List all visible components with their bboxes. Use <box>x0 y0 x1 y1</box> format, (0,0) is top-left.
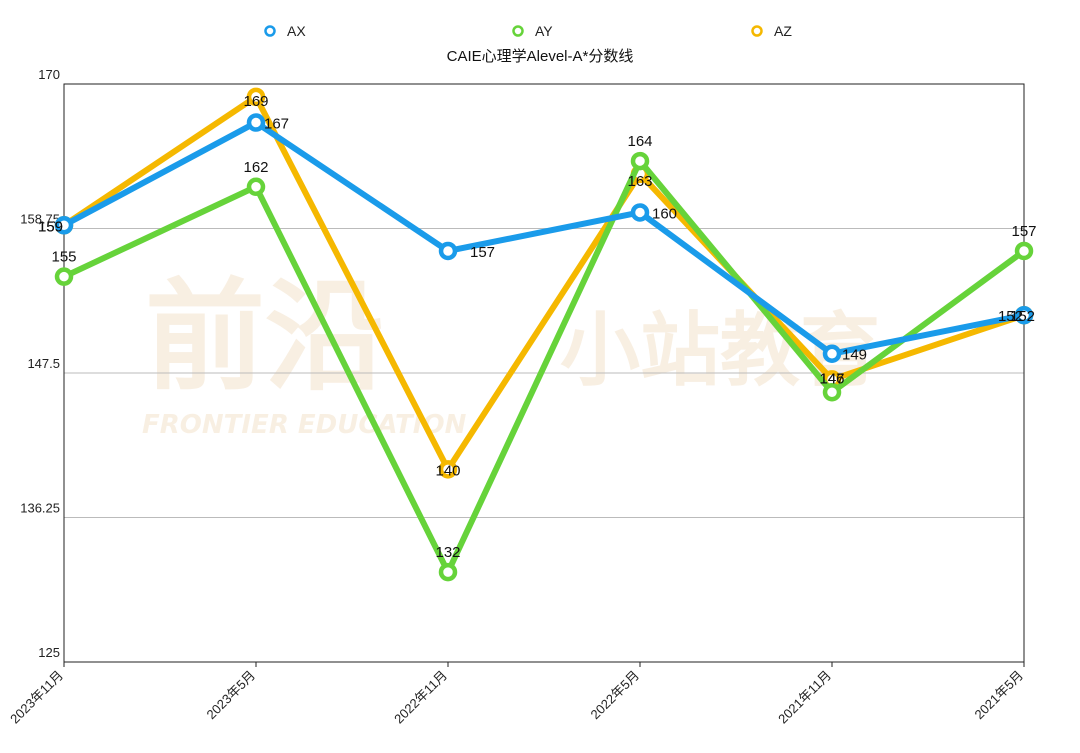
data-label-ax: 160 <box>652 205 677 222</box>
data-point-ax <box>630 203 650 222</box>
watermark: 前沿 FRONTIER EDUCATION 小站教育 <box>142 268 880 440</box>
data-label-az: 159 <box>38 218 63 235</box>
data-label-ay: 164 <box>627 133 652 150</box>
series-ax <box>54 113 1034 363</box>
x-tick-label: 2021年11月 <box>775 668 834 727</box>
series-line-ax <box>61 119 1027 357</box>
y-tick-label: 158.75 <box>20 212 60 227</box>
legend-item-ay: AY <box>512 23 553 39</box>
legend-marker-ay <box>512 25 524 37</box>
data-label-ax: 152 <box>1010 308 1035 325</box>
legend-item-ax: AX <box>264 23 306 39</box>
data-label-ay: 162 <box>243 159 268 176</box>
data-point-ax <box>246 113 266 132</box>
legend-label: AY <box>535 23 553 39</box>
x-tick-label: 2022年5月 <box>588 668 643 723</box>
data-point-az <box>438 460 458 479</box>
data-label-ax: 149 <box>842 347 867 364</box>
data-label-ay: 155 <box>51 249 76 266</box>
x-tick-label: 2021年5月 <box>972 668 1027 723</box>
x-tick-label: 2022年11月 <box>391 668 450 727</box>
data-label-az: 163 <box>627 173 652 190</box>
legend-label: AX <box>287 23 306 39</box>
data-label-ay: 157 <box>1011 223 1036 240</box>
legend: AX AY AZ <box>264 23 792 39</box>
series-ay <box>54 151 1034 582</box>
data-point-ay <box>822 383 842 402</box>
legend-marker-az <box>751 25 763 37</box>
data-label-ax: 157 <box>470 244 495 261</box>
data-label-az: 169 <box>243 93 268 110</box>
data-point-ay <box>246 177 266 197</box>
data-point-ax <box>822 344 842 363</box>
watermark-left-logo: 前沿 <box>145 268 385 407</box>
data-label-az: 140 <box>435 462 460 479</box>
legend-marker-ax <box>264 25 276 37</box>
x-tick-label: 2023年5月 <box>204 668 259 723</box>
data-point-ax <box>54 216 74 235</box>
data-label-ay: 132 <box>435 544 460 561</box>
data-point-ay <box>630 151 650 171</box>
watermark-left-subtext: FRONTIER EDUCATION <box>142 410 467 440</box>
plot-frame <box>63 83 1025 663</box>
data-label-ax: 167 <box>264 116 289 133</box>
y-tick-label: 125 <box>38 645 60 660</box>
data-labels: 1591671571601491521551621321641461571591… <box>38 93 1037 561</box>
data-label-ax: 159 <box>38 218 63 235</box>
data-point-ay <box>438 562 458 582</box>
data-point-az <box>246 87 266 107</box>
chart-title: CAIE心理学Alevel-A*分数线 <box>447 48 634 65</box>
data-label-ay: 146 <box>819 370 844 387</box>
y-tick-label: 147.5 <box>27 356 60 371</box>
series-line-ay <box>61 158 1027 576</box>
data-point-ax <box>438 241 458 261</box>
data-label-az: 152 <box>998 308 1023 325</box>
data-label-az: 147 <box>819 370 844 387</box>
legend-item-az: AZ <box>751 23 792 39</box>
y-tick-label: 170 <box>38 67 60 82</box>
x-tick-label: 2023年11月 <box>7 668 66 727</box>
data-point-ay <box>1014 241 1034 261</box>
legend-label: AZ <box>774 23 792 39</box>
data-point-ax <box>1014 305 1034 325</box>
series <box>54 87 1034 582</box>
data-point-ay <box>54 267 74 286</box>
y-tick-label: 136.25 <box>20 501 60 516</box>
